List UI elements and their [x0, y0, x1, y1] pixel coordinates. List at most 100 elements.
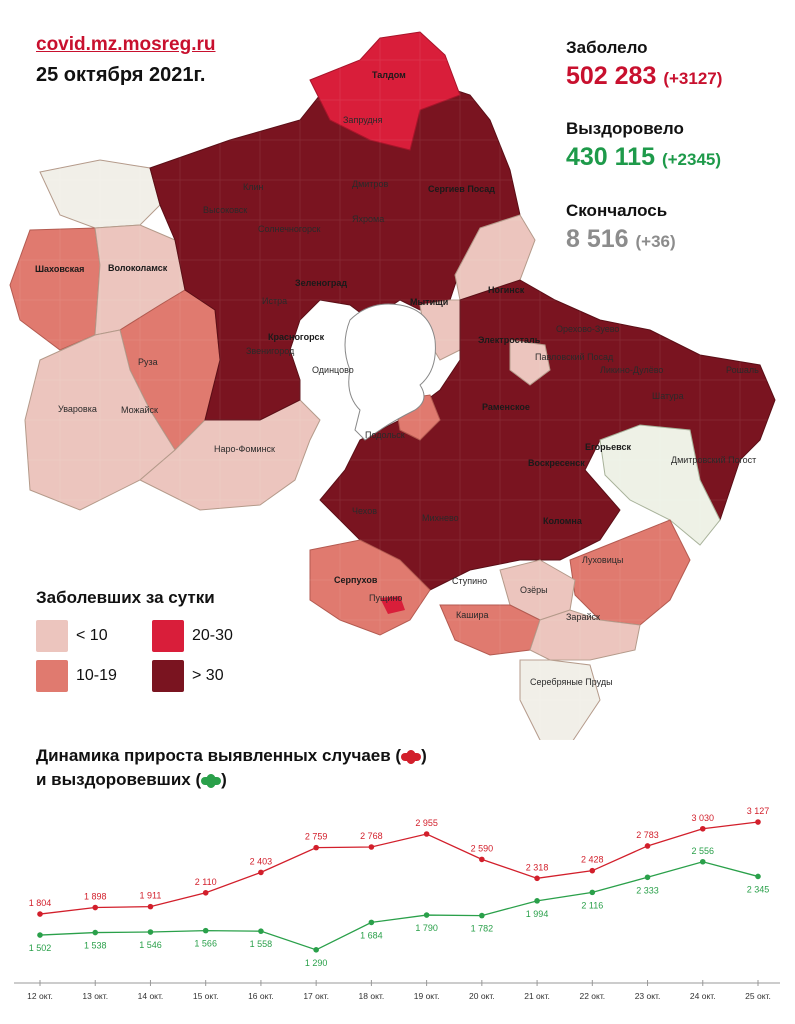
map-label: Егорьевск: [585, 442, 631, 452]
map-label: Серебряные Пруды: [530, 677, 613, 687]
map-label: Клин: [243, 182, 264, 192]
legend-label: > 30: [192, 667, 224, 684]
x-tick-label: 18 окт.: [359, 991, 385, 1001]
data-point: [423, 831, 430, 837]
data-point: [699, 825, 706, 832]
x-tick-label: 21 окт.: [524, 991, 550, 1001]
died-label: Скончалось: [566, 201, 668, 220]
data-label: 2 590: [471, 843, 494, 853]
map-label: Ногинск: [488, 285, 525, 295]
map-label: Подольск: [365, 430, 405, 440]
report-date: 25 октября 2021г.: [36, 64, 206, 86]
red-series-icon: [401, 749, 422, 764]
chart-title: Динамика прироста выявленных случаев () …: [36, 746, 427, 789]
map-label: Талдом: [372, 70, 406, 80]
data-point: [258, 928, 264, 934]
map-label: Озёры: [520, 585, 548, 595]
data-point: [644, 874, 651, 881]
map-label: Кашира: [456, 610, 489, 620]
data-point: [313, 947, 319, 953]
sick-value: 502 283 (+3127): [566, 62, 722, 91]
data-point: [368, 919, 375, 926]
legend-item-lt10: < 10: [36, 620, 108, 652]
legend-swatch: [152, 660, 184, 692]
data-label: 3 127: [747, 806, 770, 816]
data-point: [479, 912, 485, 919]
map-label: Зарайск: [566, 612, 600, 622]
data-label: 1 994: [526, 909, 549, 919]
map-label: Рошаль: [726, 365, 759, 375]
data-label: 2 116: [581, 900, 603, 910]
data-label: 2 759: [305, 832, 328, 842]
map-label: Дмитров: [352, 179, 388, 189]
source-link[interactable]: covid.mz.mosreg.ru: [36, 34, 216, 55]
data-point: [147, 903, 154, 910]
series-line-1: [39, 861, 759, 951]
data-label: 2 955: [415, 818, 438, 828]
data-label: 2 110: [195, 877, 217, 887]
x-tick-label: 15 окт.: [193, 991, 219, 1001]
legend-label: 10-19: [76, 667, 117, 684]
map-label: Ликино-Дулёво: [600, 365, 663, 375]
data-point: [699, 858, 706, 865]
data-point: [644, 843, 651, 849]
legend-item-20-30: 20-30: [152, 620, 233, 652]
died-value: 8 516 (+36): [566, 225, 676, 254]
data-point: [368, 844, 375, 850]
map-label: Ступино: [452, 576, 487, 586]
data-label: 2 333: [636, 885, 659, 895]
data-label: 1 790: [415, 923, 438, 933]
map-label: Павловский Посад: [535, 352, 614, 362]
data-point: [202, 927, 209, 934]
sick-delta: (+3127): [663, 69, 723, 88]
map-label: Наро-Фоминск: [214, 444, 275, 454]
x-tick-label: 24 окт.: [690, 991, 716, 1001]
data-point: [589, 889, 596, 896]
data-point: [313, 844, 319, 851]
data-label: 1 558: [250, 939, 273, 949]
data-point: [92, 929, 99, 936]
x-tick-label: 17 окт.: [303, 991, 329, 1001]
sick-label: Заболело: [566, 38, 648, 57]
map-label: Орехово-Зуево: [556, 324, 619, 334]
data-point: [755, 819, 761, 825]
legend-item-10-19: 10-19: [36, 660, 117, 692]
series-line-0: [39, 821, 759, 915]
map-label: Серпухов: [334, 575, 378, 585]
map-label: Высоковск: [203, 205, 247, 215]
data-point: [37, 911, 43, 917]
data-point: [202, 889, 209, 896]
chart-title-line1: Динамика прироста выявленных случаев (: [36, 746, 402, 765]
map-label: Михнево: [422, 513, 459, 523]
legend-swatch: [152, 620, 184, 652]
data-label: 2 428: [581, 855, 604, 865]
map-label: Луховицы: [582, 555, 623, 565]
map-label: Мытищи: [410, 297, 448, 307]
map-label: Истра: [262, 296, 287, 306]
data-point: [589, 867, 596, 874]
data-point: [37, 932, 43, 938]
x-tick-label: 19 окт.: [414, 991, 440, 1001]
data-label: 1 911: [140, 891, 162, 901]
map-label: Можайск: [121, 405, 158, 415]
recovered-label: Выздоровело: [566, 119, 684, 138]
recovered-delta: (+2345): [661, 150, 722, 169]
green-series-icon: [201, 773, 222, 788]
legend-label: < 10: [76, 627, 108, 644]
data-label: 2 318: [526, 862, 549, 872]
data-label: 1 566: [194, 939, 217, 949]
x-tick-label: 12 окт.: [27, 991, 53, 1001]
data-point: [258, 869, 264, 876]
map-label: Чехов: [352, 506, 377, 516]
map-label: Воскресенск: [528, 458, 585, 468]
data-label: 1 538: [84, 941, 107, 951]
data-point: [423, 912, 430, 918]
legend-title: Заболевших за сутки: [36, 588, 215, 607]
data-label: 2 403: [250, 856, 273, 866]
data-label: 2 783: [636, 830, 659, 840]
data-label: 1 546: [139, 940, 162, 950]
data-point: [755, 873, 761, 880]
map-label: Зеленоград: [295, 278, 347, 288]
x-tick-label: 14 окт.: [138, 991, 164, 1001]
x-tick-label: 20 окт.: [469, 991, 495, 1001]
